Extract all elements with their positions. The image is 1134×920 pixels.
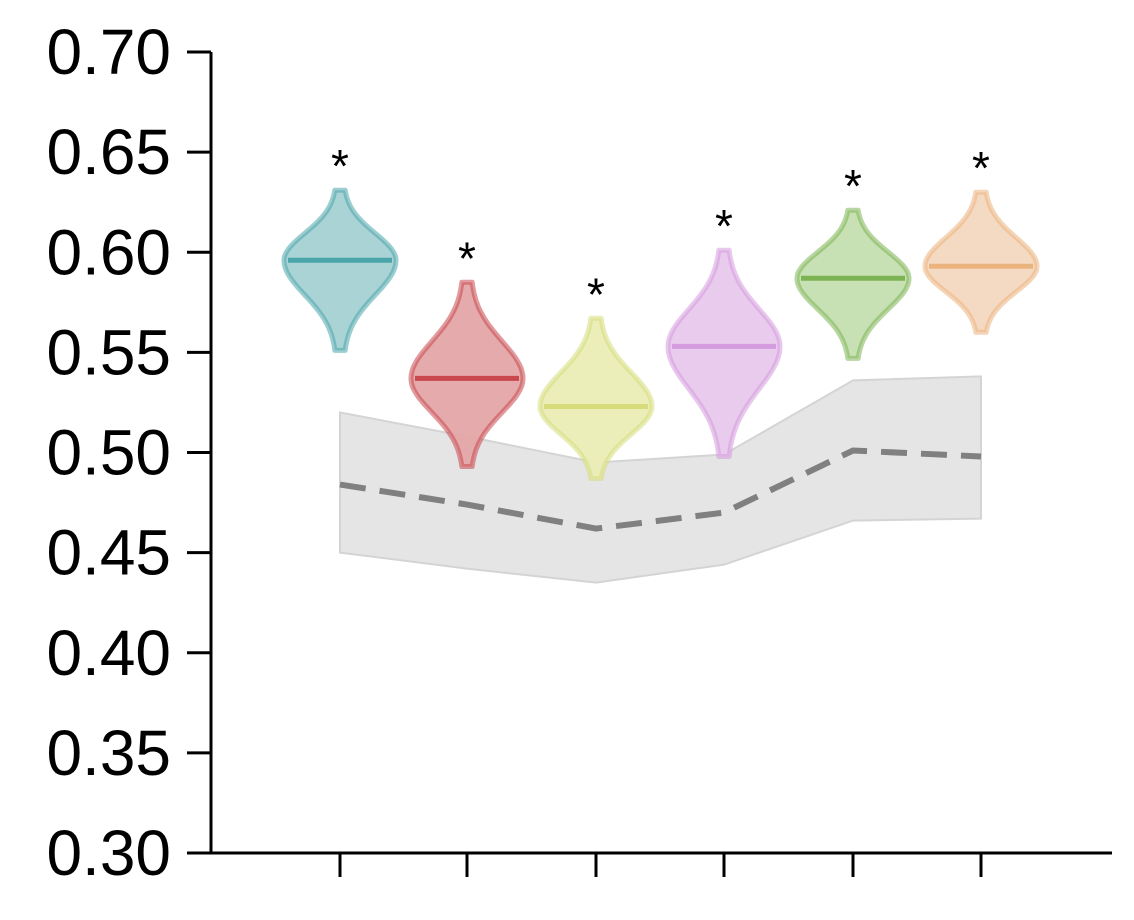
significance-star-5: * [844,160,862,212]
y-tick-label-0.40: 0.40 [46,617,171,689]
violin-1 [281,187,399,353]
y-tick-label-0.70: 0.70 [46,16,171,88]
significance-star-1: * [331,140,349,192]
violin-2 [408,279,526,469]
violin-6 [922,189,1040,335]
y-tick-label-0.55: 0.55 [46,316,171,388]
axis-layer [187,50,1112,877]
significance-star-6: * [972,142,990,194]
y-tick-label-0.30: 0.30 [46,817,171,889]
violin-layer [281,187,1040,481]
y-tick-label-0.60: 0.60 [46,216,171,288]
significance-star-3: * [587,268,605,320]
significance-star-2: * [458,232,476,284]
y-tick-label-0.45: 0.45 [46,517,171,589]
violin-3 [537,315,655,481]
baseline-mean-line [339,447,982,532]
violin-5 [794,207,912,361]
y-tick-label-0.50: 0.50 [46,417,171,489]
label-layer: * * * * * * 0.30 0.35 0.40 0.45 0.50 0.55 0.60 0.65 0.… [46,16,990,889]
significance-star-4: * [715,200,733,252]
y-tick-label-0.65: 0.65 [46,116,171,188]
violin-4 [665,247,783,459]
y-tick-label-0.35: 0.35 [46,717,171,789]
